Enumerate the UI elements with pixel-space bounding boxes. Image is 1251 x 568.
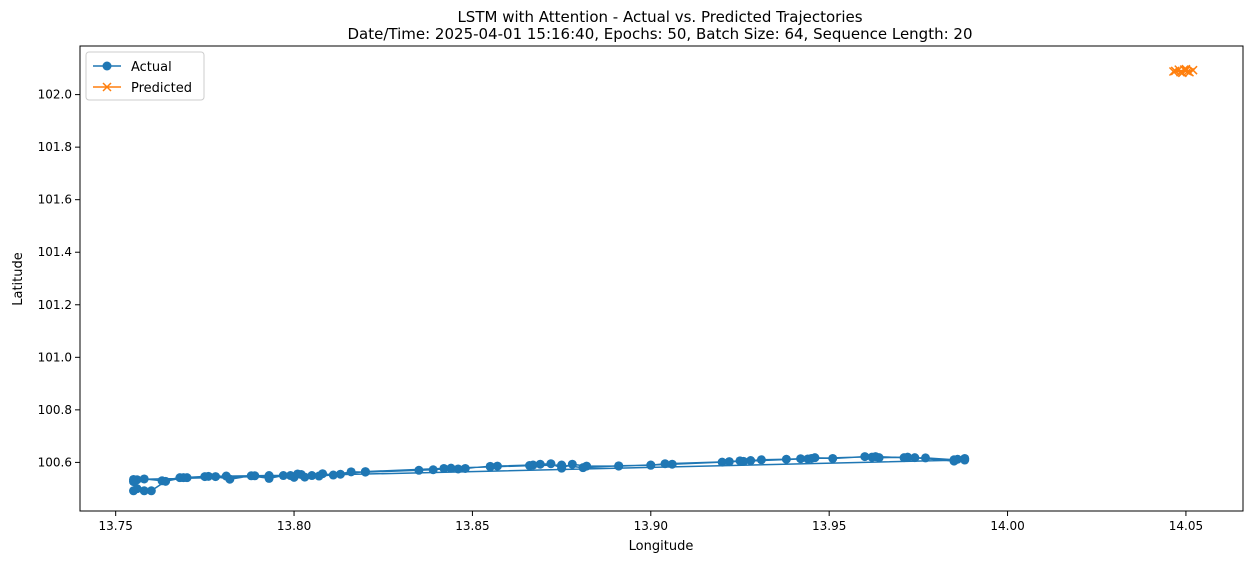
x-tick-label: 13.85 (455, 519, 489, 533)
x-tick-label: 13.90 (634, 519, 668, 533)
y-axis-label: Latitude (11, 252, 26, 306)
data-point-actual (557, 460, 567, 470)
x-axis-label: Longitude (629, 539, 694, 554)
data-point-actual (139, 486, 149, 496)
data-point-actual (492, 461, 502, 471)
legend-predicted-label: Predicted (131, 81, 192, 96)
data-point-actual (525, 461, 535, 471)
data-point-actual (756, 455, 766, 465)
data-point-actual (278, 471, 288, 481)
data-point-actual (335, 469, 345, 479)
data-point-predicted (1170, 66, 1180, 76)
data-point-actual (660, 459, 670, 469)
y-tick-label: 101.0 (38, 350, 72, 364)
data-point-actual (446, 463, 456, 473)
data-point-actual (129, 474, 139, 484)
data-point-actual (920, 453, 930, 463)
data-point-actual (546, 459, 556, 469)
data-point-actual (871, 452, 881, 462)
data-point-actual (717, 457, 727, 467)
data-point-actual (485, 462, 495, 472)
series-actual (129, 452, 970, 496)
data-point-actual (129, 486, 139, 496)
data-point-actual (221, 471, 231, 481)
x-marker-stroke (1170, 66, 1180, 76)
data-point-actual (806, 453, 816, 463)
data-point-actual (203, 471, 213, 481)
x-marker-stroke (1188, 65, 1198, 75)
data-point-actual (724, 457, 734, 467)
y-tick-label: 100.8 (38, 403, 72, 417)
data-point-actual (439, 463, 449, 473)
data-point-actual (960, 455, 970, 465)
data-point-actual (828, 453, 838, 463)
data-point-actual (211, 472, 221, 482)
data-point-actual (567, 459, 577, 469)
legend-actual-marker (102, 61, 112, 71)
legend-predicted-marker (102, 82, 112, 92)
data-point-actual (453, 464, 463, 474)
data-point-actual (428, 465, 438, 475)
data-point-actual (250, 471, 260, 481)
data-point-actual (460, 463, 470, 473)
data-point-actual (146, 486, 156, 496)
data-point-actual (796, 454, 806, 464)
x-marker-stroke (1176, 67, 1186, 77)
data-point-actual (535, 459, 545, 469)
x-tick-label: 13.75 (98, 519, 132, 533)
legend: Actual Predicted (85, 51, 205, 101)
data-point-actual (781, 454, 791, 464)
y-tick-label: 102.0 (38, 88, 72, 102)
data-point-actual (578, 463, 588, 473)
data-point-actual (910, 453, 920, 463)
y-tick-label: 101.6 (38, 193, 72, 207)
y-tick-label: 100.6 (38, 455, 72, 469)
data-point-actual (300, 472, 310, 482)
data-point-actual (667, 459, 677, 469)
legend-box (85, 51, 205, 101)
data-point-actual (860, 452, 870, 462)
y-tick-label: 101.2 (38, 298, 72, 312)
x-tick-label: 13.80 (277, 519, 311, 533)
data-point-actual (139, 474, 149, 484)
data-point-actual (293, 469, 303, 479)
y-tick-label: 101.8 (38, 140, 72, 154)
data-point-actual (646, 460, 656, 470)
data-point-actual (614, 461, 624, 471)
data-point-actual (161, 476, 171, 486)
x-tick-label: 14.00 (990, 519, 1024, 533)
data-point-actual (739, 456, 749, 466)
data-point-actual (314, 471, 324, 481)
chart-title: LSTM with Attention - Actual vs. Predict… (457, 8, 862, 26)
plot-frame (79, 45, 1244, 512)
data-point-actual (949, 455, 959, 465)
data-point-actual (328, 470, 338, 480)
x-marker-stroke (1181, 65, 1191, 75)
data-point-actual (307, 471, 317, 481)
chart-subtitle: Date/Time: 2025-04-01 15:16:40, Epochs: … (348, 25, 973, 43)
data-point-actual (285, 471, 295, 481)
x-axis: 13.75 13.80 13.85 13.90 13.95 14.00 14.05 (98, 511, 1203, 533)
data-point-actual (360, 467, 370, 477)
x-tick-label: 13.95 (812, 519, 846, 533)
data-point-actual (899, 453, 909, 463)
plot-area (129, 64, 1198, 496)
data-point-actual (346, 467, 356, 477)
series-predicted (1168, 64, 1198, 78)
data-point-predicted (1188, 65, 1198, 75)
data-point-actual (746, 456, 756, 466)
data-point-actual (264, 471, 274, 481)
data-point-predicted (1176, 67, 1186, 77)
data-point-actual (414, 465, 424, 475)
y-tick-label: 101.4 (38, 245, 72, 259)
x-tick-label: 14.05 (1169, 519, 1203, 533)
data-point-predicted (1181, 65, 1191, 75)
legend-actual-label: Actual (131, 60, 172, 75)
y-axis: 100.6 100.8 101.0 101.2 101.4 101.6 101.8 102.0 (38, 88, 80, 469)
data-point-actual (178, 473, 188, 483)
